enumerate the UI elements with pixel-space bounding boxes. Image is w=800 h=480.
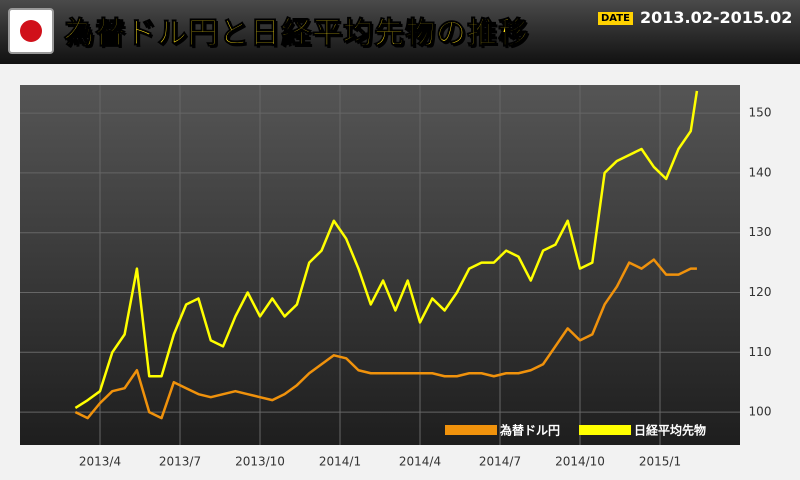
- series-line: [74, 90, 699, 409]
- flag-icon: [8, 8, 54, 54]
- x-tick-label: 2014/1: [319, 455, 361, 469]
- y-tick-label: 130: [749, 225, 772, 239]
- legend-swatch: [445, 425, 497, 435]
- y-tick-label: 150: [749, 106, 772, 120]
- header: 為替ドル円と日経平均先物の推移 DATE 2013.02-2015.02: [0, 0, 800, 64]
- y-tick-label: 120: [749, 285, 772, 299]
- date-badge: DATE: [598, 12, 633, 25]
- legend-swatch: [579, 425, 632, 435]
- legend-label: 日経平均先物: [634, 423, 706, 438]
- y-tick-label: 110: [749, 345, 772, 359]
- y-tick-label: 100: [749, 405, 772, 419]
- x-tick-label: 2014/7: [479, 455, 521, 469]
- date-range: 2013.02-2015.02: [640, 8, 793, 27]
- x-tick-label: 2013/4: [79, 455, 121, 469]
- x-tick-label: 2013/10: [235, 455, 285, 469]
- title: 為替ドル円と日経平均先物の推移: [64, 16, 529, 52]
- x-tick-label: 2014/10: [555, 455, 605, 469]
- x-tick-label: 2014/4: [399, 455, 441, 469]
- x-tick-label: 2015/1: [639, 455, 681, 469]
- series-line: [74, 258, 697, 420]
- y-tick-label: 140: [749, 165, 772, 179]
- x-tick-label: 2013/7: [159, 455, 201, 469]
- legend-label: 為替ドル円: [500, 423, 560, 438]
